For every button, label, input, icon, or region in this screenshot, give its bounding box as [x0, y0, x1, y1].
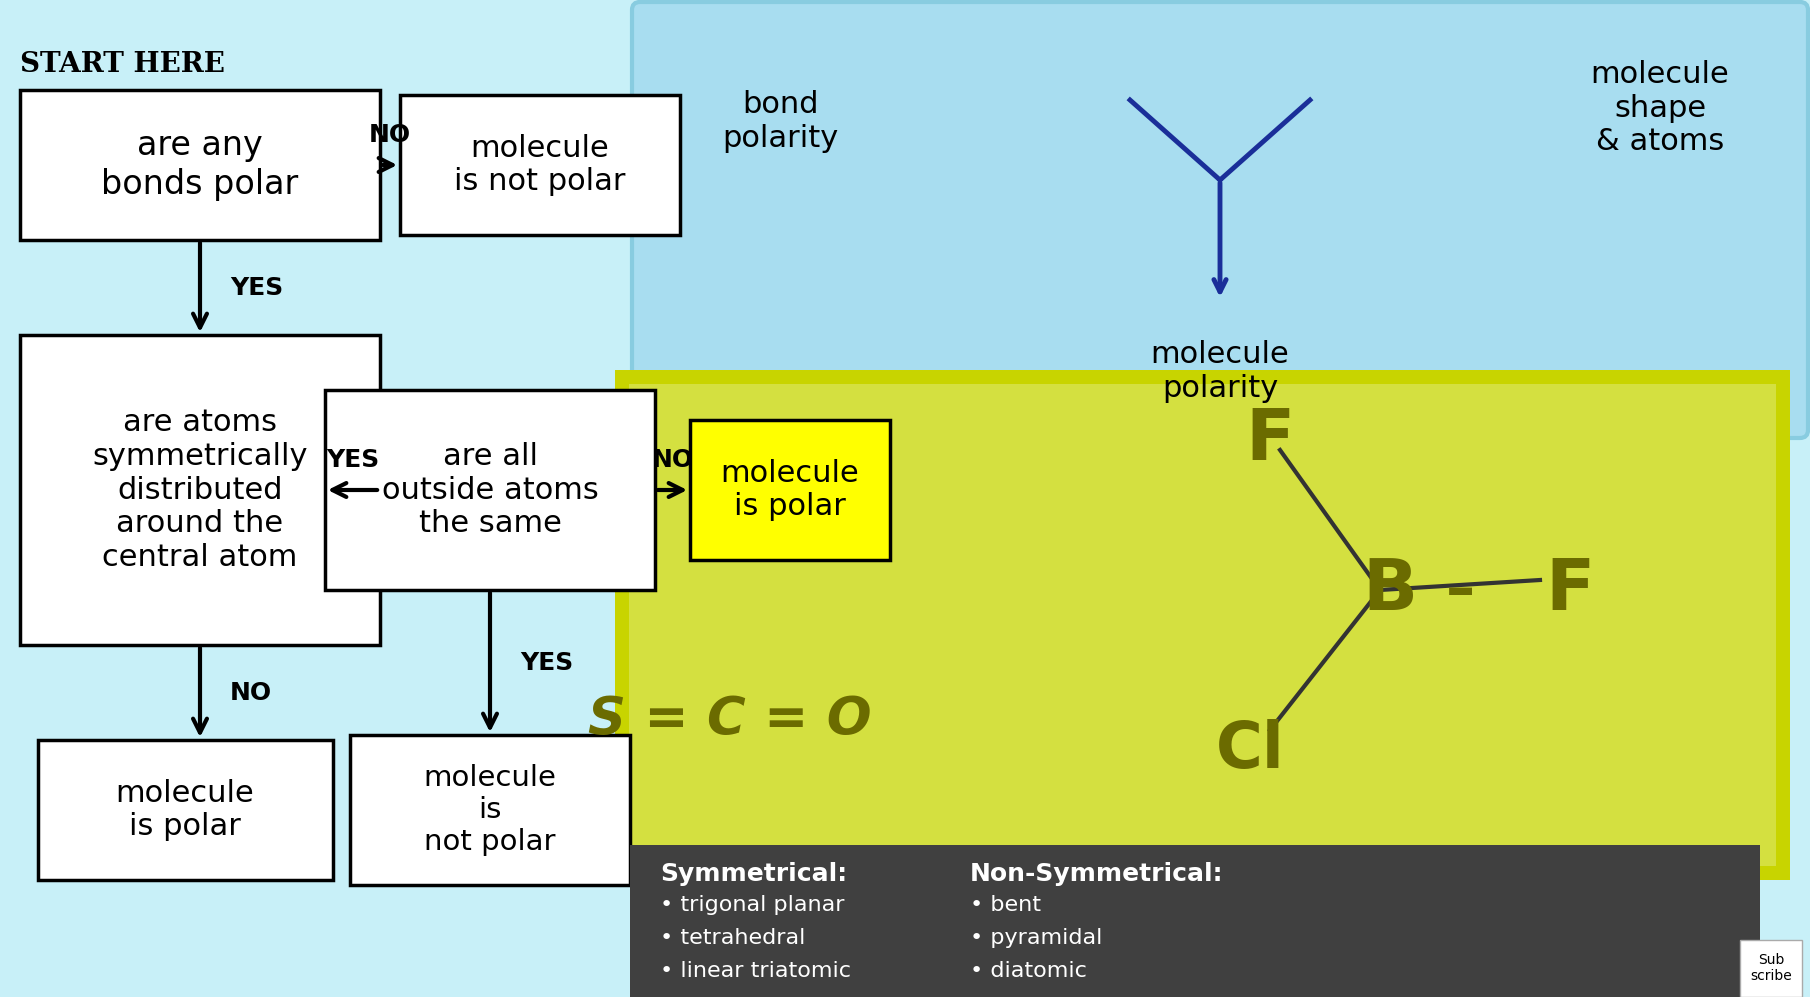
- Text: molecule
is
not polar: molecule is not polar: [424, 764, 556, 856]
- Text: • trigonal planar: • trigonal planar: [661, 895, 845, 915]
- FancyBboxPatch shape: [630, 384, 1776, 866]
- Text: molecule
is polar: molecule is polar: [720, 459, 860, 521]
- Text: molecule
shape
& atoms: molecule shape & atoms: [1591, 60, 1729, 157]
- Text: Sub
scribe: Sub scribe: [1750, 953, 1792, 983]
- Text: S = C = O: S = C = O: [588, 694, 872, 746]
- FancyBboxPatch shape: [20, 90, 380, 240]
- Text: Symmetrical:: Symmetrical:: [661, 862, 847, 886]
- Text: NO: NO: [652, 448, 693, 472]
- Text: • linear triatomic: • linear triatomic: [661, 961, 851, 981]
- Text: are all
outside atoms
the same: are all outside atoms the same: [382, 442, 599, 538]
- Text: NO: NO: [369, 123, 411, 147]
- Text: YES: YES: [326, 448, 378, 472]
- Text: YES: YES: [519, 650, 574, 675]
- Text: are atoms
symmetrically
distributed
around the
central atom: are atoms symmetrically distributed arou…: [92, 409, 308, 571]
- Text: • pyramidal: • pyramidal: [970, 928, 1102, 948]
- Text: are any
bonds polar: are any bonds polar: [101, 130, 299, 200]
- Text: NO: NO: [230, 681, 272, 705]
- Text: Non-Symmetrical:: Non-Symmetrical:: [970, 862, 1224, 886]
- Text: F: F: [1245, 406, 1294, 475]
- Text: –: –: [1446, 561, 1475, 618]
- FancyBboxPatch shape: [690, 420, 891, 560]
- FancyBboxPatch shape: [630, 845, 1759, 997]
- Text: B: B: [1363, 555, 1417, 624]
- FancyBboxPatch shape: [1739, 940, 1803, 997]
- Text: • diatomic: • diatomic: [970, 961, 1086, 981]
- Text: molecule
is polar: molecule is polar: [116, 779, 255, 841]
- Text: F: F: [1546, 555, 1595, 624]
- Text: • tetrahedral: • tetrahedral: [661, 928, 805, 948]
- FancyBboxPatch shape: [38, 740, 333, 880]
- Text: • bent: • bent: [970, 895, 1041, 915]
- Text: YES: YES: [230, 275, 282, 299]
- Text: bond
polarity: bond polarity: [722, 90, 838, 153]
- FancyBboxPatch shape: [400, 95, 681, 235]
- FancyBboxPatch shape: [349, 735, 630, 885]
- FancyBboxPatch shape: [20, 335, 380, 645]
- FancyBboxPatch shape: [326, 390, 655, 590]
- Text: START HERE: START HERE: [20, 51, 224, 78]
- Text: Cl: Cl: [1216, 719, 1285, 781]
- Text: molecule
polarity: molecule polarity: [1151, 340, 1289, 403]
- Text: molecule
is not polar: molecule is not polar: [454, 134, 626, 196]
- FancyBboxPatch shape: [615, 370, 1790, 880]
- FancyBboxPatch shape: [632, 2, 1808, 438]
